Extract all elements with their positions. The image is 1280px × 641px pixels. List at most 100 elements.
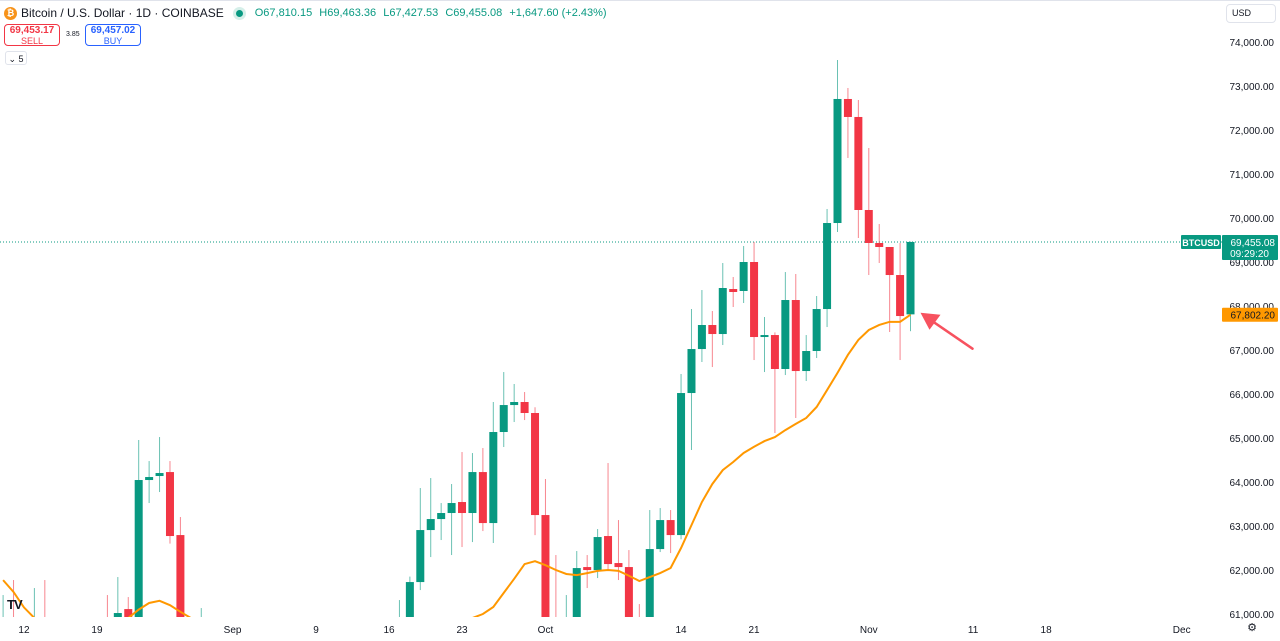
candle-body: [41, 618, 49, 619]
symbol-title[interactable]: Bitcoin / U.S. Dollar · 1D · COINBASE: [21, 6, 224, 20]
candle: [635, 604, 643, 619]
candle-body: [489, 432, 498, 524]
moving-average-line: [2, 313, 912, 617]
candle-body: [437, 513, 446, 520]
candle-body: [197, 618, 205, 619]
currency-selector[interactable]: USD: [1226, 4, 1276, 23]
candle: [906, 241, 915, 332]
candle: [656, 508, 665, 553]
candle-body: [291, 618, 299, 619]
candle: [499, 372, 508, 448]
candle-body: [312, 618, 320, 619]
time-tick-label: 9: [313, 625, 319, 636]
price-tick-label: 70,000.00: [1230, 214, 1275, 225]
candle: [729, 277, 738, 308]
candle: [468, 453, 477, 543]
candle: [155, 437, 164, 493]
time-tick-label: 11: [968, 625, 979, 636]
candle-body: [208, 618, 216, 619]
low-value: L67,427.53: [383, 7, 439, 19]
time-tick-label: 14: [675, 625, 687, 636]
candle-body: [458, 502, 467, 514]
candle: [854, 99, 863, 239]
close-value: C69,455.08: [445, 7, 503, 19]
candle-body: [249, 618, 257, 619]
candle: [896, 242, 905, 361]
candle-body: [635, 618, 643, 619]
candle-body: [395, 618, 403, 619]
candle: [770, 332, 779, 434]
price-tick-label: 67,000.00: [1230, 346, 1275, 357]
candle-body: [478, 472, 487, 524]
candle: [541, 479, 550, 617]
candle: [197, 608, 205, 619]
sell-label: SELL: [20, 36, 44, 46]
candle: [72, 618, 80, 619]
candle-body: [354, 618, 362, 619]
candle-body: [364, 618, 372, 619]
price-tick-label: 66,000.00: [1230, 390, 1275, 401]
candle-body: [739, 262, 748, 291]
candle-body: [896, 275, 905, 317]
candle-body: [864, 209, 873, 243]
candle: [51, 618, 59, 619]
candle-body: [447, 503, 456, 514]
candle-body: [375, 618, 383, 619]
bitcoin-icon: ₿: [4, 6, 17, 20]
price-tick-label: 62,000.00: [1230, 566, 1275, 577]
time-tick-label: 21: [748, 625, 760, 636]
buy-button[interactable]: 69,457.02 BUY: [85, 24, 141, 46]
candle: [833, 59, 842, 232]
candle-body: [593, 537, 602, 571]
candle-body: [405, 582, 414, 617]
candle-body: [322, 618, 330, 619]
price-tick-label: 69,000.00: [1230, 258, 1275, 269]
candle: [555, 555, 557, 617]
last-price-label: 69,455.08: [1231, 238, 1276, 249]
candle: [93, 618, 101, 619]
sell-button[interactable]: 69,453.17 SELL: [4, 24, 60, 46]
candle-body: [93, 618, 101, 619]
annotation-arrow-head-icon: [920, 312, 941, 330]
tradingview-logo[interactable]: TV: [7, 597, 23, 612]
candle-body: [823, 223, 832, 310]
candle: [291, 618, 299, 619]
candle: [312, 618, 320, 619]
candle-body: [124, 609, 133, 617]
symbol-header: ₿ Bitcoin / U.S. Dollar · 1D · COINBASE …: [4, 5, 611, 21]
plot-area: [0, 59, 1222, 619]
candle: [520, 392, 529, 421]
candle: [666, 510, 675, 554]
candle-body: [260, 618, 268, 619]
candle-body: [385, 618, 393, 619]
time-tick-label: Dec: [1173, 625, 1191, 636]
candle: [322, 618, 330, 619]
candle: [677, 374, 686, 540]
candle-body: [270, 618, 278, 619]
candle: [739, 246, 748, 304]
candle: [33, 588, 35, 617]
candle-body: [656, 520, 665, 550]
candle-body: [760, 335, 769, 338]
candle: [697, 290, 706, 363]
indicators-toggle-button[interactable]: ⌄ 5: [5, 51, 27, 65]
spread-value: 3.85: [66, 31, 80, 38]
candle-body: [510, 402, 519, 406]
price-tick-label: 72,000.00: [1230, 126, 1275, 137]
candle: [885, 246, 894, 333]
candle: [176, 517, 185, 617]
last-price-badge: [1222, 234, 1278, 260]
candle: [760, 317, 769, 373]
settings-gear-icon[interactable]: ⚙: [1247, 622, 1257, 634]
candle-body: [10, 618, 18, 619]
high-value: H69,463.36: [319, 7, 377, 19]
candle-body: [103, 618, 111, 619]
candle-body: [426, 519, 435, 531]
candle-body: [885, 246, 894, 276]
candle-body: [812, 309, 821, 352]
candle-body: [134, 480, 143, 617]
candle: [416, 488, 425, 591]
candle: [604, 463, 613, 571]
candle-body: [468, 472, 477, 514]
